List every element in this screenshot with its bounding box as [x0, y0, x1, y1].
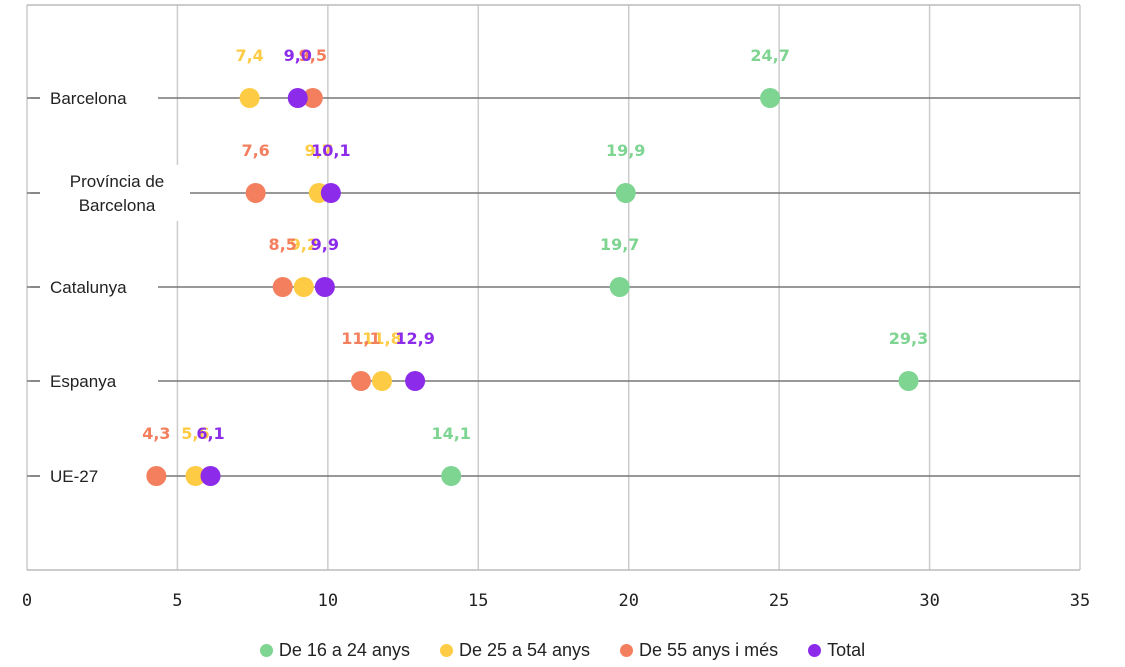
data-point [314, 277, 335, 297]
legend-item: De 25 a 54 anys [439, 640, 591, 661]
legend-swatch [808, 644, 822, 657]
category-label-bg [40, 460, 158, 492]
data-label: 5,6 [181, 424, 209, 443]
data-label: 14,1 [431, 424, 470, 443]
data-point [200, 466, 221, 486]
category-label: Província de [70, 172, 165, 191]
x-axis-ticks: 0 5 10 15 20 25 30 35 [22, 591, 1090, 611]
data-point [372, 371, 393, 391]
legend-swatch [259, 644, 273, 657]
x-tick-label: 25 [769, 591, 789, 611]
data-label: 29,3 [889, 329, 928, 348]
data-point [287, 88, 308, 108]
category-label: Barcelona [79, 196, 156, 215]
data-label: 10,1 [311, 141, 350, 160]
legend-label: De 55 anys i més [639, 640, 779, 660]
category-label-bg [40, 165, 190, 221]
x-tick-label: 10 [318, 591, 338, 611]
data-label: 12,9 [395, 329, 434, 348]
data-label: 11,8 [362, 329, 401, 348]
x-tick-label: 0 [22, 591, 32, 611]
data-label: 9,2 [290, 235, 318, 254]
data-point [146, 466, 167, 486]
data-point [272, 277, 293, 297]
data-point [320, 183, 341, 203]
data-point [350, 371, 371, 391]
data-point [609, 277, 630, 297]
data-label: 4,3 [142, 424, 170, 443]
x-tick-label: 5 [172, 591, 182, 611]
legend-label: De 16 a 24 anys [278, 640, 410, 660]
data-label: 7,6 [241, 141, 269, 160]
data-point [405, 371, 426, 391]
data-labels: 24,7 19,9 19,7 29,3 14,1 7,4 9,7 9,2 11,8 5,6 9,5 7… [142, 46, 928, 443]
category-label: UE-27 [50, 467, 98, 486]
category-label: Espanya [50, 372, 117, 391]
legend: De 16 a 24 anys De 25 a 54 anys De 55 anys… [0, 640, 1125, 661]
legend-swatch [620, 644, 634, 657]
data-point [760, 88, 781, 108]
data-label: 19,7 [600, 235, 639, 254]
data-point [898, 371, 919, 391]
x-tick-label: 15 [468, 591, 488, 611]
data-label: 9,0 [284, 46, 312, 65]
data-label: 19,9 [606, 141, 645, 160]
category-label: Barcelona [50, 89, 127, 108]
legend-label: De 25 a 54 anys [458, 640, 591, 660]
category-label-bg [40, 365, 158, 397]
legend-item: De 16 a 24 anys [259, 640, 410, 661]
category-lines [27, 97, 1080, 477]
data-label: 11,1 [341, 329, 380, 348]
category-labels: Barcelona Província de Barcelona Catalunya E… [30, 82, 190, 492]
x-tick-label: 35 [1070, 591, 1090, 611]
data-label: 24,7 [750, 46, 789, 65]
category-label-bg [40, 271, 158, 303]
data-point [239, 88, 260, 108]
x-tick-label: 30 [919, 591, 939, 611]
legend-item: De 55 anys i més [620, 640, 778, 661]
data-label: 8,5 [269, 235, 297, 254]
x-tick-label: 20 [618, 591, 638, 611]
data-label: 9,7 [305, 141, 333, 160]
category-label: Catalunya [50, 278, 127, 297]
data-point [302, 88, 323, 108]
legend-swatch [439, 644, 453, 657]
legend-item: Total [808, 640, 865, 661]
data-point [615, 183, 636, 203]
data-label: 9,9 [311, 235, 339, 254]
data-label: 6,1 [196, 424, 224, 443]
data-point [293, 277, 314, 297]
data-point [245, 183, 266, 203]
data-label: 9,5 [299, 46, 327, 65]
legend-label: Total [827, 640, 866, 660]
data-label: 7,4 [235, 46, 263, 65]
category-label-bg [40, 82, 158, 114]
data-point [185, 466, 206, 486]
data-points [146, 88, 919, 486]
data-point [441, 466, 462, 486]
